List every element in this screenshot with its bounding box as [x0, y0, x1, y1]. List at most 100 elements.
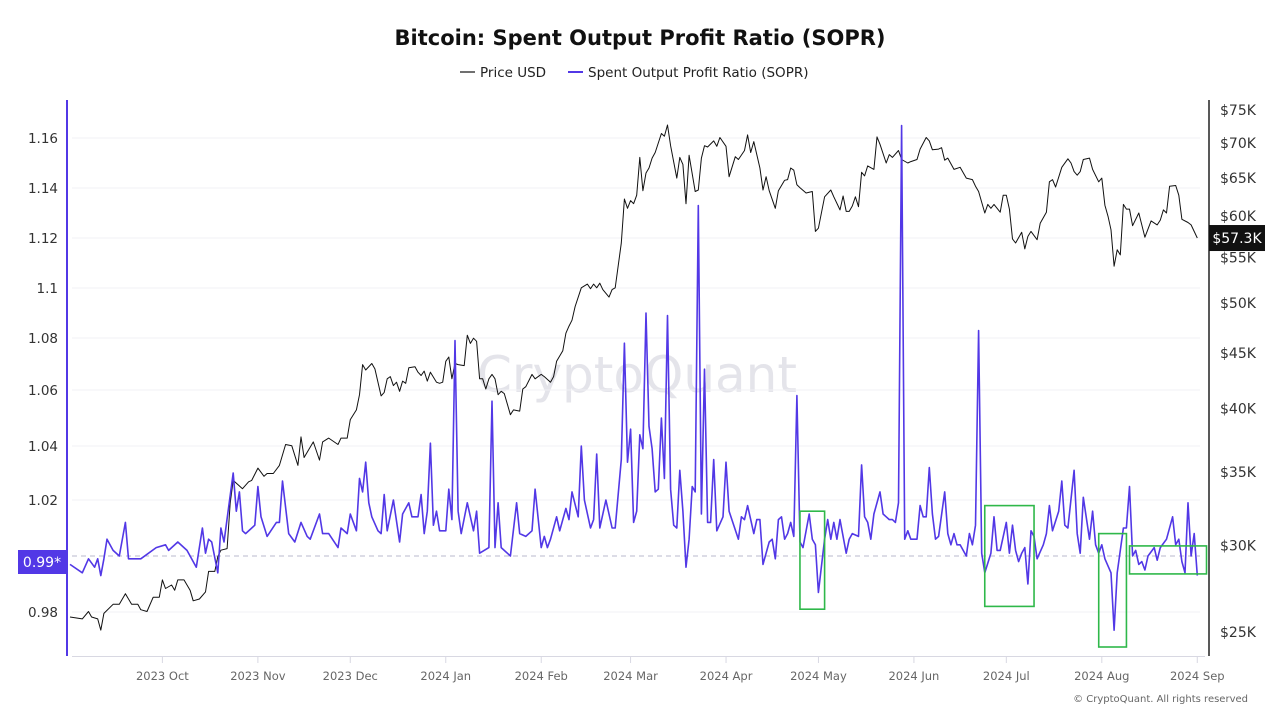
sopr-point: [786, 532, 788, 534]
sopr-point: [1048, 504, 1050, 506]
sopr-point: [355, 530, 357, 532]
price-point: [1067, 158, 1069, 160]
sopr-point: [515, 502, 517, 504]
current-sopr-badge: [18, 550, 66, 574]
sopr-point: [377, 530, 379, 532]
price-point: [1051, 178, 1053, 180]
y-axis-right: $75K $70K $65K $60K $55K $50K $45K $40K $35K $30K…: [1208, 100, 1257, 656]
price-point: [879, 143, 881, 145]
price-point: [971, 178, 973, 180]
gridlines: [72, 137, 1200, 613]
sopr-point: [725, 461, 727, 463]
sopr-point: [1027, 583, 1029, 585]
sopr-point: [833, 521, 835, 523]
sopr-point: [642, 448, 644, 450]
legend-item-sopr[interactable]: Spent Output Profit Ratio (SOPR): [568, 65, 808, 81]
sopr-point: [164, 544, 166, 546]
sopr-point: [509, 555, 511, 557]
price-point: [1073, 170, 1075, 172]
sopr-point: [460, 532, 462, 534]
y-right-tick-label: $50K: [1220, 296, 1257, 312]
sopr-point: [220, 527, 222, 529]
sopr-point: [928, 466, 930, 468]
sopr-point: [1104, 558, 1106, 560]
sopr-point: [559, 530, 561, 532]
price-point: [374, 368, 376, 370]
sopr-point: [500, 546, 502, 548]
sopr-point: [620, 458, 622, 460]
price-point: [839, 209, 841, 211]
sopr-point: [596, 453, 598, 455]
highlight-box: [983, 504, 1035, 608]
price-point: [897, 149, 899, 151]
y-left-tick-label: 1.06: [28, 383, 58, 399]
price-point: [503, 392, 505, 394]
legend-item-price[interactable]: Price USD: [460, 65, 546, 81]
price-point: [130, 603, 132, 605]
sopr-point: [432, 524, 434, 526]
price-point: [817, 227, 819, 229]
price-point: [694, 190, 696, 192]
y-right-tick-label: $60K: [1220, 209, 1257, 225]
price-point: [405, 382, 407, 384]
sopr-point: [1193, 532, 1195, 534]
price-point: [873, 168, 875, 170]
sopr-point: [1051, 530, 1053, 532]
sopr-point: [990, 552, 992, 554]
sopr-point: [679, 469, 681, 471]
price-point: [392, 384, 394, 386]
price-point: [1168, 185, 1170, 187]
price-point: [993, 203, 995, 205]
sopr-point: [808, 513, 810, 515]
chart-title: Bitcoin: Spent Output Profit Ratio (SOPR…: [395, 26, 886, 50]
price-point: [485, 388, 487, 390]
price-point: [676, 177, 678, 179]
current-value-labels: 0.99* $57.3K: [18, 225, 1265, 574]
price-point: [1030, 230, 1032, 232]
sopr-point: [651, 448, 653, 450]
sopr-point: [870, 538, 872, 540]
price-point: [1110, 229, 1112, 231]
price-point: [519, 410, 521, 412]
sopr-point: [429, 442, 431, 444]
sopr-point: [885, 516, 887, 518]
price-point: [947, 157, 949, 159]
sopr-point: [863, 516, 865, 518]
sopr-point: [648, 425, 650, 427]
price-point: [174, 589, 176, 591]
sopr-point: [1122, 527, 1124, 529]
sopr-point: [435, 510, 437, 512]
price-point: [170, 584, 172, 586]
y-right-tick-label: $30K: [1220, 538, 1257, 554]
sopr-point: [956, 544, 958, 546]
price-point: [408, 367, 410, 369]
price-point: [611, 288, 613, 290]
sopr-point: [124, 521, 126, 523]
sopr-point: [1008, 552, 1010, 554]
price-point: [931, 149, 933, 151]
price-point: [1101, 177, 1103, 179]
sopr-point: [454, 339, 456, 341]
price-point: [389, 375, 391, 377]
sopr-point: [1082, 496, 1084, 498]
sopr-point: [549, 538, 551, 540]
price-point: [512, 409, 514, 411]
sopr-point: [346, 532, 348, 534]
sopr-point: [910, 538, 912, 540]
watermark-logo: CryptoQuant: [477, 346, 797, 404]
price-point: [346, 437, 348, 439]
price-point: [420, 374, 422, 376]
price-point: [1159, 219, 1161, 221]
price-point: [525, 386, 527, 388]
sopr-point: [599, 527, 601, 529]
sopr-point: [697, 204, 699, 206]
x-tick-label: 2024 May: [790, 669, 847, 683]
sopr-point: [639, 434, 641, 436]
sopr-point: [1017, 560, 1019, 562]
price-point: [426, 380, 428, 382]
sopr-point: [257, 485, 259, 487]
price-point: [592, 283, 594, 285]
sopr-point: [491, 400, 493, 402]
price-point: [1039, 222, 1041, 224]
sopr-point: [626, 461, 628, 463]
